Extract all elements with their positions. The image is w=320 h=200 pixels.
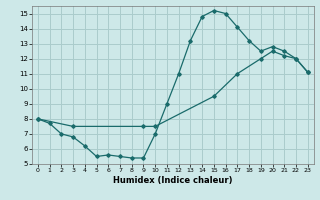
X-axis label: Humidex (Indice chaleur): Humidex (Indice chaleur): [113, 176, 233, 185]
